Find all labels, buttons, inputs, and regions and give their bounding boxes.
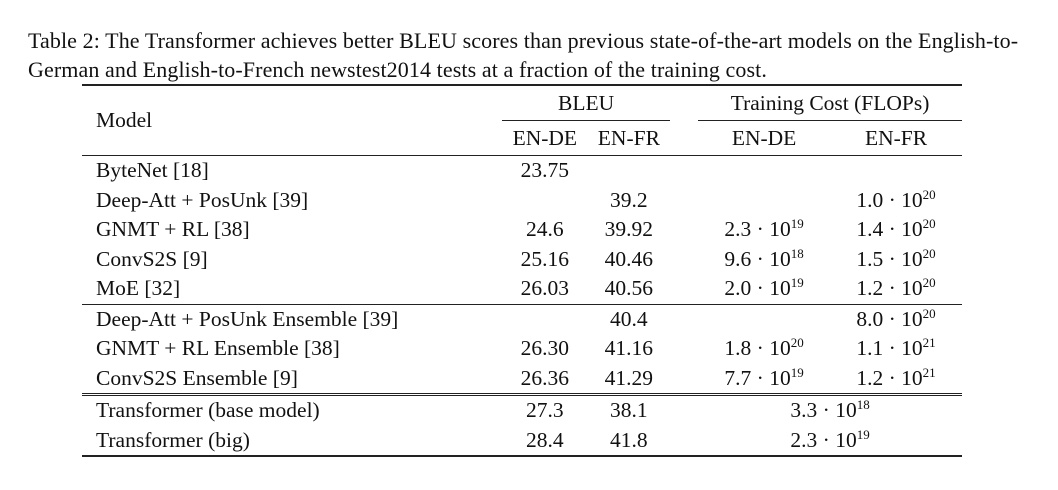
bleu-en-de: 28.4	[502, 425, 588, 457]
bleu-en-fr: 38.1	[587, 393, 671, 426]
bleu-en-fr: 41.29	[604, 365, 654, 390]
cost-combined: 2.3 · 1019	[698, 425, 962, 457]
model-name: ByteNet [18]	[82, 155, 503, 186]
cost-en-fr: 1.1 · 1021	[856, 335, 936, 361]
bleu-header: BLEU	[502, 84, 671, 121]
bleu-en-fr	[587, 155, 671, 186]
cost-en-fr	[830, 155, 962, 186]
cost-en-de	[698, 186, 830, 216]
cost-en-fr: 1.5 · 1020	[856, 245, 936, 271]
model-name: Transformer (big)	[82, 425, 503, 457]
training-cost-header: Training Cost (FLOPs)	[698, 84, 962, 121]
cost-en-fr: 8.0 · 1020	[830, 303, 962, 334]
bleu-en-de-header: EN-DE	[512, 125, 578, 150]
cost-en-de	[698, 303, 831, 334]
model-name: MoE [32]	[96, 276, 181, 301]
model-header: Model	[82, 84, 503, 156]
bleu-en-de: 26.30	[520, 336, 569, 361]
model-name: GNMT + RL Ensemble [38]	[96, 336, 340, 361]
cost-en-de: 7.7 · 1019	[724, 364, 804, 390]
table-row: ConvS2S Ensemble [9] 26.36 41.29 7.7 · 1…	[82, 364, 962, 395]
cost-combined: 3.3 · 1018	[698, 393, 962, 426]
cost-en-fr-header: EN-FR	[864, 125, 928, 150]
cost-en-fr: 1.4 · 1020	[856, 216, 936, 242]
table-row: Transformer (big) 28.4 41.8 2.3 · 1019	[82, 425, 962, 457]
bleu-en-fr: 40.46	[604, 246, 654, 271]
bleu-en-fr: 40.4	[587, 303, 671, 334]
bleu-en-fr: 39.2	[610, 187, 648, 212]
bleu-en-fr-header: EN-FR	[597, 125, 660, 150]
bleu-en-fr: 39.92	[604, 217, 654, 242]
model-name: ConvS2S [9]	[96, 246, 208, 271]
cost-en-fr: 1.0 · 1020	[856, 186, 936, 212]
table-row: GNMT + RL Ensemble [38] 26.30 41.16 1.8 …	[82, 334, 962, 364]
bleu-en-de: 26.36	[520, 365, 569, 390]
bleu-en-de	[502, 303, 588, 334]
bleu-en-de: 24.6	[526, 217, 564, 242]
bleu-en-de: 27.3	[502, 393, 588, 426]
table-row: ConvS2S [9] 25.16 40.46 9.6 · 1018 1.5 ·…	[82, 245, 962, 275]
bleu-en-de	[502, 186, 588, 216]
model-name: Deep-Att + PosUnk [39]	[96, 187, 309, 212]
cost-en-fr: 1.2 · 1020	[856, 275, 936, 301]
table-row: GNMT + RL [38] 24.6 39.92 2.3 · 1019 1.4…	[82, 215, 962, 245]
cost-en-de: 9.6 · 1018	[724, 245, 804, 271]
model-name: Transformer (base model)	[82, 393, 503, 426]
header-row-2: EN-DE EN-FR EN-DE EN-FR	[82, 121, 962, 156]
cost-en-de: 2.3 · 1019	[724, 216, 804, 242]
table-row: Deep-Att + PosUnk Ensemble [39] 40.4 8.0…	[82, 303, 962, 334]
table-row: Deep-Att + PosUnk [39] 39.2 1.0 · 1020	[82, 186, 962, 216]
cost-en-de	[698, 155, 831, 186]
cost-en-de: 1.8 · 1020	[724, 335, 804, 361]
cost-en-fr: 1.2 · 1021	[856, 364, 936, 390]
cost-en-de: 2.0 · 1019	[724, 275, 804, 301]
model-name: Deep-Att + PosUnk Ensemble [39]	[82, 303, 503, 334]
table-caption: Table 2: The Transformer achieves better…	[28, 28, 1019, 82]
bleu-en-de: 23.75	[502, 155, 588, 186]
table-row: Transformer (base model) 27.3 38.1 3.3 ·…	[82, 393, 962, 426]
table-row: MoE [32] 26.03 40.56 2.0 · 1019 1.2 · 10…	[82, 274, 962, 304]
bleu-en-fr: 41.8	[587, 425, 671, 457]
bleu-en-de: 25.16	[520, 246, 569, 271]
model-name: ConvS2S Ensemble [9]	[96, 365, 298, 390]
bleu-en-fr: 40.56	[604, 276, 654, 301]
cost-en-de-header: EN-DE	[731, 125, 797, 150]
results-table: Model BLEU Training Cost (FLOPs) EN-DE E…	[82, 84, 962, 457]
bleu-en-de: 26.03	[520, 276, 569, 301]
header-row-1: Model BLEU Training Cost (FLOPs)	[82, 84, 962, 156]
model-name: GNMT + RL [38]	[96, 217, 250, 242]
bleu-en-fr: 41.16	[604, 336, 654, 361]
table-row: ByteNet [18] 23.75	[82, 155, 962, 186]
